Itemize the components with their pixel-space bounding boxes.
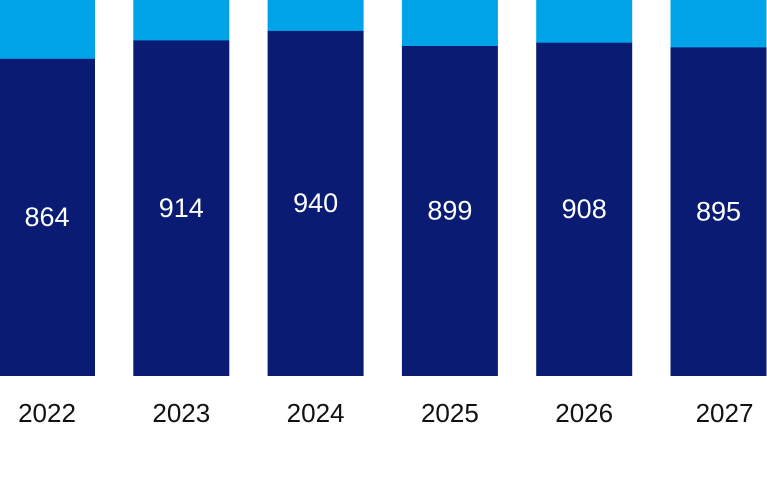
bar-segment-dark-2027 xyxy=(670,46,767,377)
x-axis-labels: 2022 2023 2024 2025 2026 2027 xyxy=(18,398,753,428)
x-tick-label-2022: 2022 xyxy=(18,398,76,428)
bars-layer xyxy=(0,0,767,377)
x-tick-label-2026: 2026 xyxy=(555,398,613,428)
bar-segment-dark-2026 xyxy=(536,42,633,376)
bar-value-label-2027: 895 xyxy=(696,197,741,227)
bar-value-label-2026: 908 xyxy=(562,194,607,224)
bar-segment-dark-2023 xyxy=(133,39,230,377)
bar-segment-light-2025 xyxy=(401,0,498,46)
bar-segment-light-2022 xyxy=(0,0,95,59)
x-tick-label-2024: 2024 xyxy=(287,398,345,428)
bar-segment-dark-2025 xyxy=(401,45,498,377)
x-tick-label-2023: 2023 xyxy=(152,398,210,428)
bar-value-label-2025: 899 xyxy=(427,196,472,226)
bar-segment-dark-2024 xyxy=(267,30,364,377)
bar-segment-dark-2022 xyxy=(0,58,95,377)
x-tick-label-2025: 2025 xyxy=(421,398,479,428)
bar-value-label-2022: 864 xyxy=(24,202,69,232)
bar-segment-light-2026 xyxy=(536,0,633,43)
value-labels-layer: 864 914 940 899 908 895 xyxy=(24,188,741,232)
bar-value-label-2024: 940 xyxy=(293,188,338,218)
x-tick-label-2027: 2027 xyxy=(696,398,754,428)
bar-segment-light-2023 xyxy=(133,0,230,41)
bar-segment-light-2027 xyxy=(670,0,767,48)
bar-segment-light-2024 xyxy=(267,0,364,31)
bar-value-label-2023: 914 xyxy=(159,193,204,223)
